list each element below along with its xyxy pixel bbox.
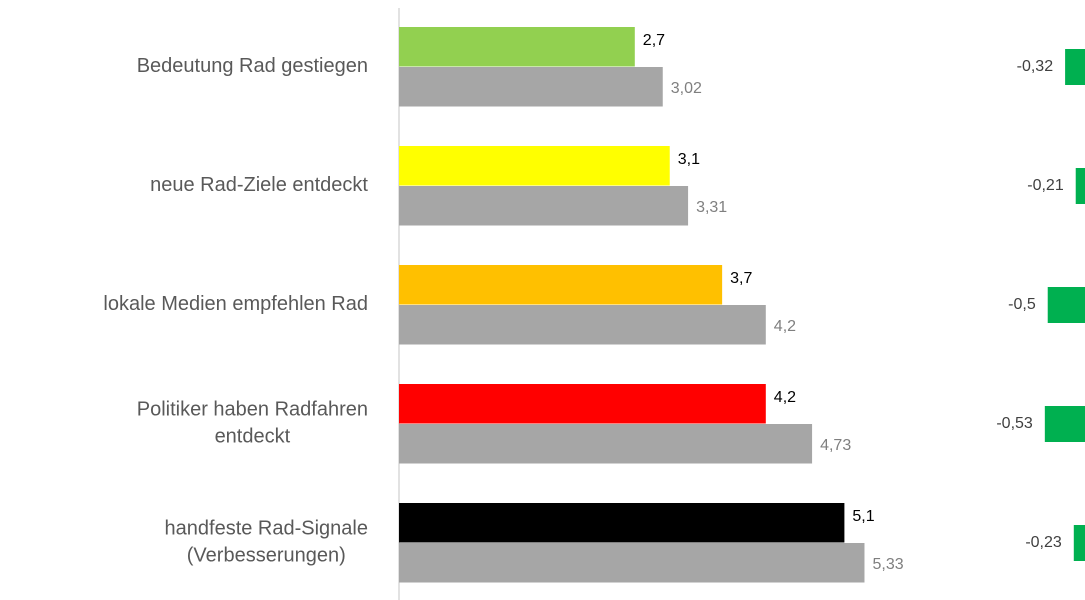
difference-label: -0,5: [1008, 296, 1036, 313]
bar: [399, 265, 723, 305]
difference-label: -0,23: [1025, 534, 1062, 551]
category-line: handfeste Rad-Signale: [165, 518, 368, 540]
difference-bar: [1047, 287, 1085, 323]
difference-label: -0,32: [1017, 58, 1054, 75]
category-line: lokale Medien empfehlen Rad: [103, 293, 368, 315]
bar: [399, 424, 813, 464]
value-label: 4,73: [820, 437, 851, 454]
value-label: 4,2: [774, 389, 796, 406]
difference-label: -0,21: [1027, 177, 1064, 194]
bar: [399, 384, 766, 424]
bar: [399, 27, 635, 67]
category-label: handfeste Rad-Signale (Verbesserungen): [165, 518, 368, 567]
category-line: neue Rad-Ziele entdeckt: [150, 174, 368, 196]
value-label: 3,31: [696, 199, 727, 216]
value-label: 3,7: [730, 270, 752, 287]
bar: [399, 305, 766, 345]
category-label: Politiker haben Radfahren entdeckt: [137, 399, 368, 448]
difference-bar: [1073, 525, 1085, 561]
category-label: lokale Medien empfehlen Rad: [103, 293, 368, 315]
difference-label: -0,53: [996, 415, 1033, 432]
bar: [399, 146, 670, 186]
value-label: 3,1: [678, 151, 700, 168]
category-line: (Verbesserungen): [187, 545, 346, 567]
value-label: 2,7: [643, 32, 665, 49]
bar: [399, 503, 845, 543]
category-line: Bedeutung Rad gestiegen: [137, 55, 368, 77]
difference-bar: [1075, 168, 1085, 204]
value-label: 5,1: [852, 508, 874, 525]
category-label: neue Rad-Ziele entdeckt: [150, 174, 368, 196]
bar: [399, 543, 865, 583]
difference-bar: [1065, 49, 1085, 85]
value-label: 5,33: [872, 556, 903, 573]
value-label: 3,02: [671, 80, 702, 97]
bar: [399, 186, 689, 226]
difference-bar: [1044, 406, 1085, 442]
category-line: Politiker haben Radfahren: [137, 399, 368, 421]
category-label: Bedeutung Rad gestiegen: [137, 55, 368, 77]
value-label: 4,2: [774, 318, 796, 335]
category-line: entdeckt: [215, 426, 291, 448]
bar: [399, 67, 663, 107]
